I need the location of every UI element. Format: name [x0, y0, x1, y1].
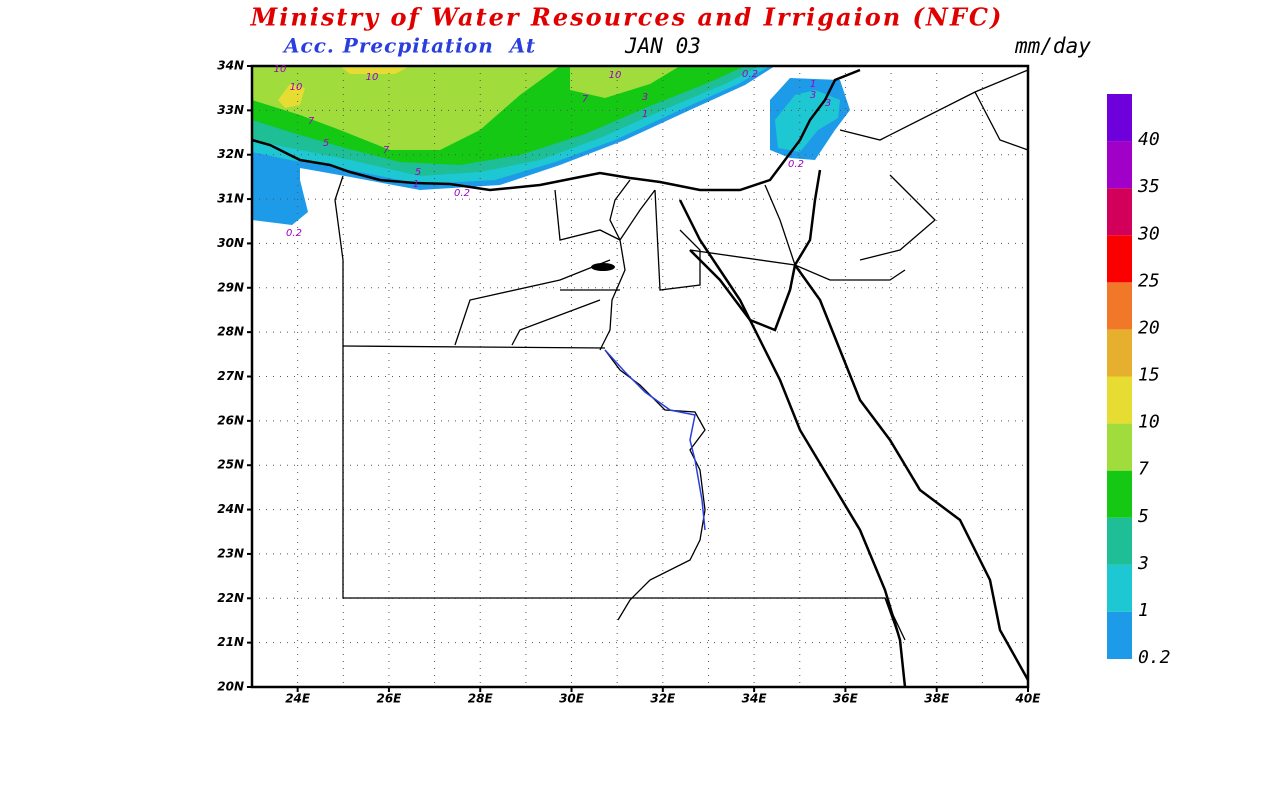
legend-label: 10	[1138, 412, 1160, 433]
borders	[251, 68, 1030, 688]
contour-label: 3	[825, 98, 831, 109]
contour-label: 7	[308, 116, 315, 127]
legend-label: 30	[1137, 223, 1160, 244]
legend-label: 0.2	[1138, 647, 1171, 668]
legend-label: 40	[1138, 129, 1160, 150]
lon-label: 36E	[833, 692, 859, 706]
units: mm/day	[1014, 34, 1091, 58]
lat-label: 34N	[217, 59, 244, 73]
contour-label: 5	[415, 167, 421, 178]
lat-label: 28N	[217, 325, 244, 339]
lon-label: 26E	[376, 692, 402, 706]
legend-label: 25	[1138, 270, 1160, 291]
lat-label: 23N	[217, 546, 244, 560]
contour-label: 0.2	[788, 159, 804, 170]
legend-label: 35	[1137, 176, 1160, 197]
lat-label: 32N	[217, 147, 244, 161]
legend-swatch	[1107, 188, 1132, 236]
lat-label: 26N	[217, 413, 244, 427]
legend-label: 7	[1138, 459, 1149, 480]
legend-swatch	[1107, 94, 1132, 142]
lat-label: 29N	[217, 280, 244, 294]
contour-label: 0.2	[286, 228, 302, 239]
legend-label: 1	[1138, 600, 1149, 621]
subtitle: Acc. Precpitation At	[282, 34, 536, 58]
legend-swatch	[1107, 376, 1132, 424]
contour-label: 1	[810, 79, 816, 90]
lon-label: 40E	[1015, 692, 1042, 706]
contour-label: 5	[323, 138, 329, 149]
contour-label: 0.2	[742, 69, 758, 80]
legend-swatch	[1107, 611, 1132, 659]
lon-label: 30E	[559, 692, 585, 706]
contour-label: 10	[274, 64, 287, 75]
legend-label: 15	[1138, 365, 1160, 386]
contour-label: 10	[609, 70, 622, 81]
lon-label: 28E	[468, 692, 494, 706]
legend-label: 3	[1137, 553, 1149, 574]
lon-label: 34E	[742, 692, 768, 706]
lon-label: 38E	[924, 692, 950, 706]
lat-label: 31N	[217, 192, 244, 206]
lon-label: 32E	[650, 692, 676, 706]
contour-label: 10	[290, 82, 303, 93]
contour-label: 7	[582, 94, 589, 105]
lat-label: 20N	[217, 680, 244, 694]
legend-swatch	[1107, 423, 1132, 471]
legend-swatch	[1107, 470, 1132, 518]
legend-label: 5	[1138, 506, 1149, 527]
contour-label: 0.2	[454, 188, 470, 199]
legend-label: 20	[1138, 317, 1160, 338]
lat-label: 33N	[217, 103, 244, 117]
lat-label: 30N	[217, 236, 244, 250]
lat-label: 22N	[217, 591, 244, 605]
contour-label: 3	[642, 92, 648, 103]
contour-label: 1	[642, 109, 648, 120]
lat-label: 27N	[217, 369, 244, 383]
legend-swatch	[1107, 282, 1132, 330]
contour-label: 7	[383, 145, 390, 156]
precipitation	[252, 66, 850, 225]
legend-swatch	[1107, 235, 1132, 283]
lon-label: 24E	[285, 692, 311, 706]
contour-label: 3	[810, 90, 816, 101]
lat-label: 25N	[217, 458, 244, 472]
contour-label: 10	[366, 72, 379, 83]
legend-swatch	[1107, 564, 1132, 612]
legend-swatch	[1107, 517, 1132, 565]
legend-swatch	[1107, 329, 1132, 377]
title: Ministry of Water Resources and Irrigaio…	[250, 3, 1004, 32]
contour-label: 1	[413, 179, 419, 190]
lat-label: 24N	[217, 502, 244, 516]
lat-label: 21N	[217, 635, 244, 649]
date: JAN 03	[624, 34, 701, 58]
legend-swatch	[1107, 141, 1132, 189]
